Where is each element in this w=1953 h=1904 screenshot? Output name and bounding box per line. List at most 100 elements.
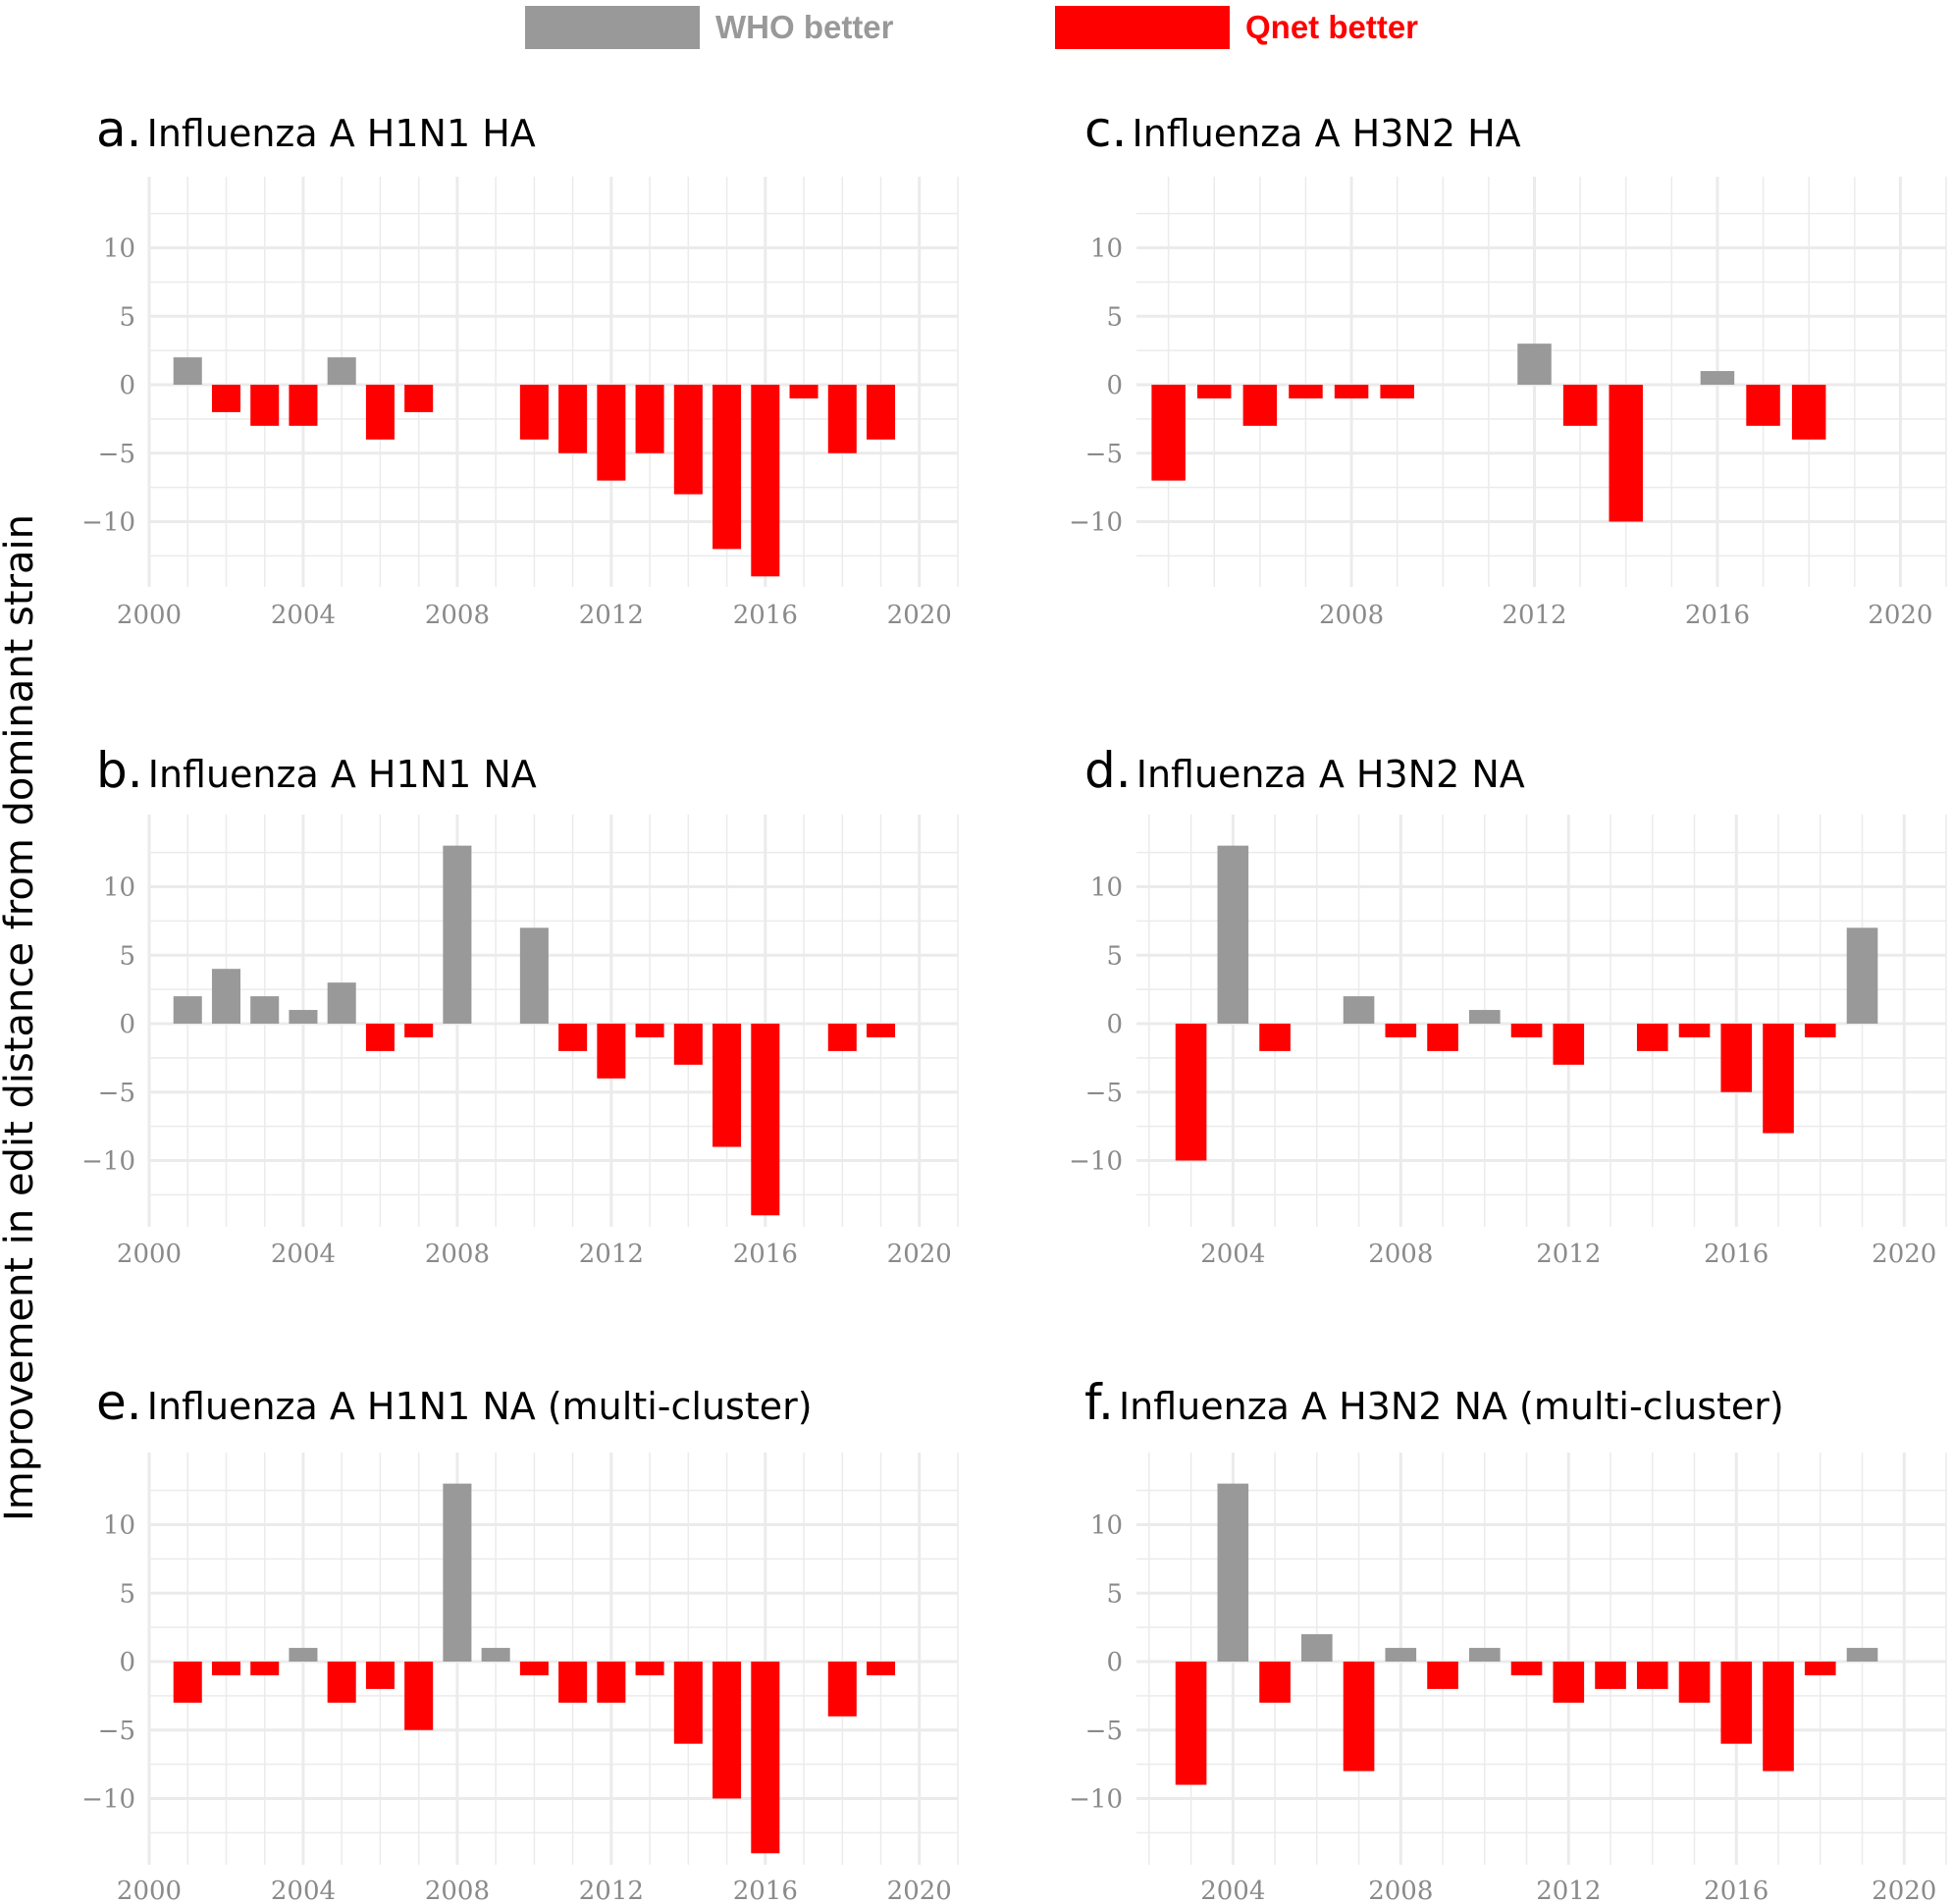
x-tick-label: 2000: [117, 601, 182, 630]
bar: [327, 982, 356, 1024]
y-tick-label: 0: [119, 1648, 135, 1677]
x-tick-label: 2016: [1704, 1240, 1768, 1269]
bar: [827, 385, 857, 453]
panel-f-title: f. Influenza A H3N2 NA (multi-cluster): [1084, 1374, 1784, 1431]
x-tick-label: 2016: [1704, 1877, 1768, 1904]
panel-d-title: d. Influenza A H3N2 NA: [1084, 742, 1525, 799]
bar: [365, 385, 395, 440]
x-tick-label: 2012: [579, 1877, 644, 1904]
x-tick-label: 2016: [733, 601, 798, 630]
panel-a-title: a. Influenza A H1N1 HA: [96, 101, 536, 158]
y-tick-label: 10: [103, 873, 135, 903]
panel-d-letter: d.: [1084, 742, 1132, 799]
legend-swatch-who-better: [525, 6, 700, 49]
bar: [1553, 1662, 1585, 1703]
bar: [211, 385, 240, 412]
bar: [250, 1662, 280, 1675]
panel-c-plot: 2008 2012 2016 2020 10 5 0 −5 −10: [1069, 177, 1947, 630]
x-tick-label: 2004: [1200, 1877, 1265, 1904]
bar: [751, 1662, 780, 1854]
bar: [867, 1024, 896, 1037]
x-tick-label: 2020: [1868, 601, 1932, 630]
bar: [519, 385, 549, 440]
bar: [751, 1024, 780, 1216]
y-tick-label: −5: [98, 1079, 135, 1108]
legend-item-qnet-better: Qnet better: [1055, 6, 1418, 49]
legend-swatch-qnet-better: [1055, 6, 1230, 49]
bar: [1763, 1662, 1794, 1772]
y-tick-label: 5: [119, 302, 135, 332]
x-tick-label: 2020: [1872, 1877, 1936, 1904]
bar: [1468, 1648, 1501, 1662]
bar: [1804, 1024, 1836, 1037]
bar: [1334, 385, 1369, 398]
panel-b-name: Influenza A H1N1 NA: [147, 753, 537, 796]
bar: [558, 1662, 588, 1703]
bar: [597, 1662, 626, 1703]
bar: [1562, 385, 1598, 426]
bar: [673, 1024, 703, 1065]
bar: [1289, 385, 1323, 398]
bar: [827, 1662, 857, 1717]
bar: [1678, 1662, 1711, 1703]
panel-c-letter: c.: [1084, 101, 1128, 158]
x-tick-label: 2004: [271, 1240, 336, 1269]
bar: [327, 357, 356, 385]
bar: [173, 357, 202, 385]
panel-e-name: Influenza A H1N1 NA (multi-cluster): [146, 1385, 813, 1428]
bar: [1846, 927, 1878, 1024]
bar: [365, 1024, 395, 1051]
panel-e-plot: 2000 2004 2008 2012 2016 2020 10 5 0 −5 −10: [81, 1453, 959, 1904]
x-tick-label: 2012: [579, 601, 644, 630]
bar: [1804, 1662, 1836, 1675]
x-tick-label: 2008: [1368, 1240, 1433, 1269]
bar: [481, 1648, 510, 1662]
x-tick-label: 2008: [425, 1877, 490, 1904]
bar: [1427, 1662, 1458, 1689]
bar: [211, 1662, 240, 1675]
y-tick-label: 0: [1106, 1648, 1123, 1677]
bar: [327, 1662, 356, 1703]
y-tick-label: 5: [119, 1579, 135, 1609]
y-tick-label: 10: [103, 1511, 135, 1541]
bar: [211, 969, 240, 1024]
legend: WHO better Qnet better: [0, 0, 1953, 59]
bar: [1720, 1662, 1753, 1744]
bar: [1343, 1662, 1375, 1772]
panel-f-letter: f.: [1084, 1374, 1114, 1431]
bar: [250, 385, 280, 426]
bar: [713, 1662, 742, 1799]
y-tick-label: −5: [98, 440, 135, 469]
bar: [1175, 1024, 1207, 1161]
bar: [1343, 996, 1375, 1024]
bar: [1259, 1662, 1291, 1703]
bar: [1678, 1024, 1711, 1037]
bar: [1553, 1024, 1585, 1065]
bar: [1242, 385, 1278, 426]
panel-f-plot: 2004 2008 2012 2016 2020 10 5 0 −5 −10: [1069, 1453, 1947, 1904]
y-tick-label: 0: [1106, 371, 1123, 400]
bar: [1846, 1648, 1878, 1662]
bar: [1746, 385, 1780, 426]
y-tick-label: 0: [1106, 1010, 1123, 1039]
bar: [1510, 1024, 1543, 1037]
bar: [1300, 1634, 1333, 1662]
bar: [1385, 1024, 1417, 1037]
x-tick-label: 2000: [117, 1877, 182, 1904]
panel-b-plot: 2000 2004 2008 2012 2016 2020 10 5 0 −5 −10: [81, 815, 959, 1269]
y-tick-label: 10: [103, 235, 135, 264]
bar: [1595, 1662, 1626, 1689]
y-tick-label: −5: [1085, 440, 1123, 469]
panel-a-name: Influenza A H1N1 HA: [146, 112, 536, 155]
y-tick-label: 5: [1106, 1579, 1123, 1609]
x-tick-label: 2016: [733, 1877, 798, 1904]
bar: [1609, 385, 1643, 522]
bar: [1791, 385, 1826, 440]
panel-a-letter: a.: [96, 101, 142, 158]
y-tick-label: 0: [119, 1010, 135, 1039]
y-tick-label: 10: [1090, 873, 1123, 903]
bar: [1380, 385, 1414, 398]
y-tick-label: 5: [1106, 941, 1123, 971]
